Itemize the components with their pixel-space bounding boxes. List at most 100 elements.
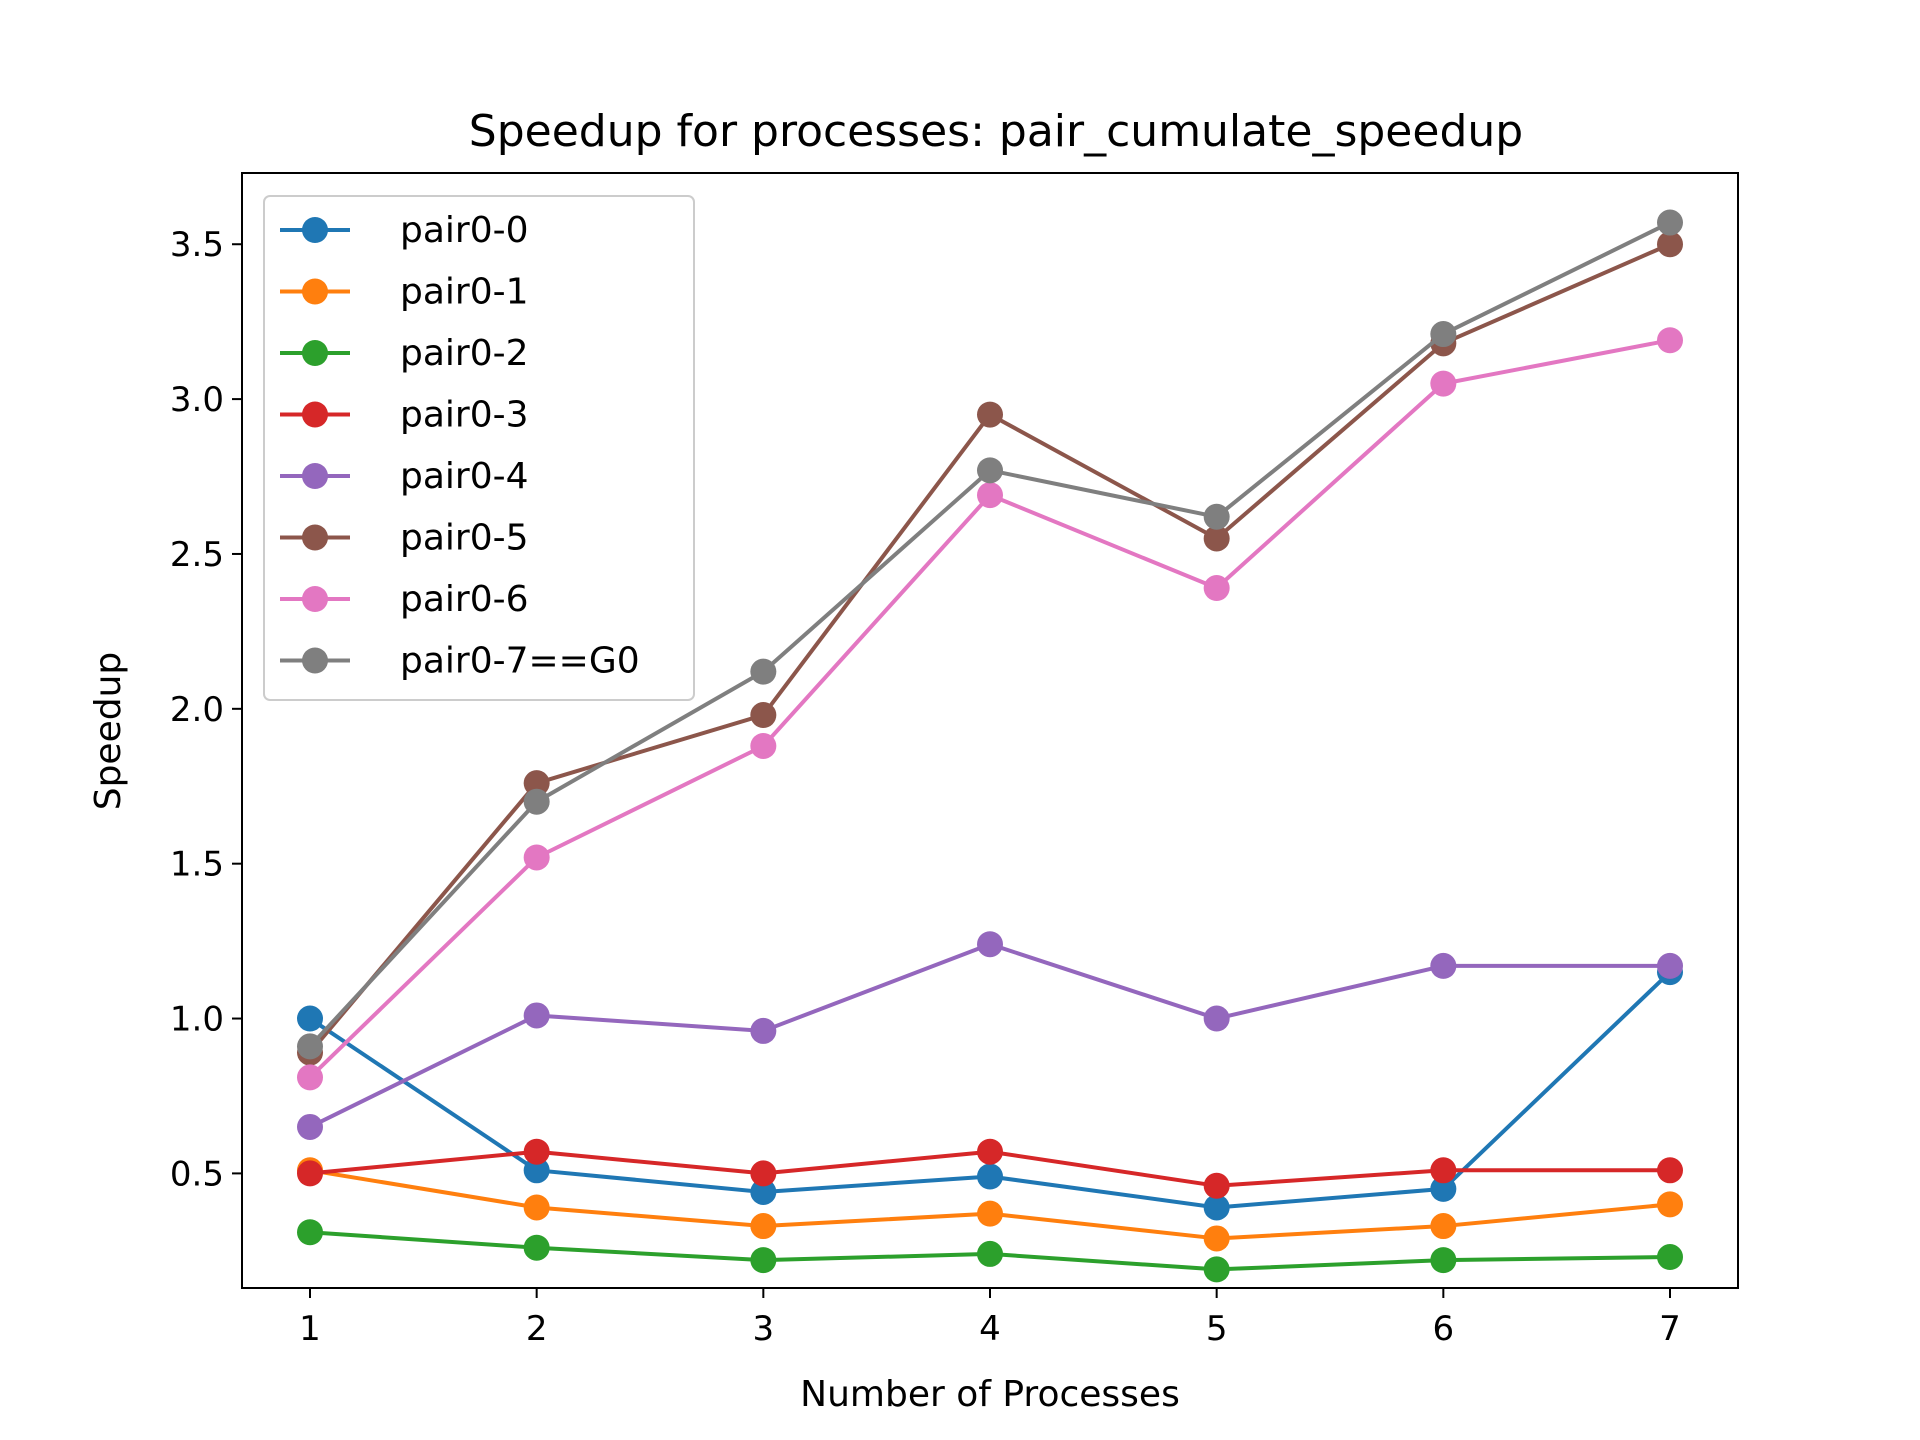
legend-entry: pair0-6 xyxy=(280,579,529,620)
data-point xyxy=(523,770,550,797)
series-pair0-4 xyxy=(297,931,1683,1140)
data-point xyxy=(523,844,550,871)
data-point xyxy=(1203,1172,1230,1199)
data-point xyxy=(1430,1213,1457,1240)
y-tick-label: 1.0 xyxy=(170,1000,224,1040)
plot-frame xyxy=(241,172,1739,1289)
data-point xyxy=(523,1234,550,1261)
data-point xyxy=(297,1033,323,1060)
x-tick-label: 5 xyxy=(1206,1309,1228,1349)
legend-label: pair0-6 xyxy=(400,579,529,620)
legend-entry: pair0-0 xyxy=(280,210,529,251)
legend-label: pair0-2 xyxy=(400,333,529,374)
data-point xyxy=(977,1240,1003,1267)
data-point xyxy=(977,1138,1003,1165)
x-tick-label: 1 xyxy=(299,1309,321,1349)
series-pair0-3 xyxy=(297,1138,1683,1199)
data-point xyxy=(977,1200,1003,1227)
legend-marker xyxy=(302,524,328,551)
chart-title: Speedup for processes: pair_cumulate_spe… xyxy=(469,106,1523,157)
data-point xyxy=(1657,1191,1683,1218)
data-point xyxy=(523,1194,550,1221)
data-point xyxy=(1430,952,1457,979)
data-point xyxy=(977,457,1003,484)
data-point xyxy=(750,1160,777,1187)
legend-label: pair0-0 xyxy=(400,210,529,251)
data-point xyxy=(1203,1005,1230,1032)
series-pair0-6 xyxy=(297,327,1683,1091)
data-point xyxy=(750,658,777,685)
series-pair0-7==G0 xyxy=(297,209,1683,1060)
legend-entry: pair0-5 xyxy=(280,518,529,559)
legend-marker xyxy=(302,586,328,612)
data-point xyxy=(523,1002,550,1029)
legend-entry: pair0-1 xyxy=(280,272,529,313)
data-point xyxy=(523,1157,550,1184)
data-point xyxy=(1430,1175,1457,1202)
legend-box xyxy=(263,195,695,701)
legend-marker xyxy=(302,401,328,428)
data-point xyxy=(750,1213,777,1240)
data-point xyxy=(1430,321,1457,348)
data-point xyxy=(523,1138,550,1165)
data-point xyxy=(297,1005,323,1032)
data-point xyxy=(977,482,1003,509)
data-point xyxy=(1657,231,1683,258)
legend-label: pair0-1 xyxy=(400,272,529,313)
data-point xyxy=(1203,1194,1230,1221)
series-layer xyxy=(297,209,1683,1283)
data-point xyxy=(1430,1157,1457,1184)
data-point xyxy=(977,401,1003,428)
data-point xyxy=(750,1017,777,1044)
legend-marker xyxy=(302,463,328,489)
legend-label: pair0-7==G0 xyxy=(400,641,640,682)
data-point xyxy=(1203,575,1230,602)
legend-marker xyxy=(302,647,328,674)
data-point xyxy=(1203,1256,1230,1283)
legend: pair0-0 pair0-1 pair0-2 pair0-3 pair0-4 pair0… xyxy=(263,195,695,701)
x-axis: 1 2 3 4 5 6 7 xyxy=(299,1288,1681,1349)
data-point xyxy=(297,1064,323,1091)
legend-label: pair0-3 xyxy=(400,395,529,436)
data-point xyxy=(1203,1225,1230,1252)
data-point xyxy=(1430,370,1457,397)
data-point xyxy=(977,931,1003,958)
data-point xyxy=(297,1219,323,1246)
legend-marker xyxy=(302,217,328,243)
legend-label: pair0-4 xyxy=(400,456,529,497)
data-point xyxy=(297,1113,323,1140)
legend-entry: pair0-3 xyxy=(280,395,529,436)
legend-label: pair0-5 xyxy=(400,518,529,559)
data-point xyxy=(1657,952,1683,979)
data-point xyxy=(977,1163,1003,1190)
legend-entry: pair0-7==G0 xyxy=(280,641,640,682)
x-tick-label: 2 xyxy=(526,1309,548,1349)
y-tick-label: 1.5 xyxy=(170,845,224,885)
x-tick-label: 3 xyxy=(753,1309,775,1349)
x-tick-label: 7 xyxy=(1659,1309,1681,1349)
data-point xyxy=(1657,1157,1683,1184)
legend-entry: pair0-4 xyxy=(280,456,529,497)
x-tick-label: 6 xyxy=(1433,1309,1455,1349)
data-point xyxy=(1203,503,1230,530)
legend-entry: pair0-2 xyxy=(280,333,529,374)
y-tick-label: 3.0 xyxy=(170,380,224,420)
data-point xyxy=(750,732,777,759)
legend-marker xyxy=(302,278,328,305)
series-pair0-1 xyxy=(297,1157,1683,1252)
y-axis-label: Speedup xyxy=(88,652,129,811)
legend-marker xyxy=(302,340,328,366)
data-point xyxy=(750,1247,777,1274)
y-tick-label: 0.5 xyxy=(170,1154,224,1194)
y-axis: 0.5 1.0 1.5 2.0 2.5 3.0 3.5 xyxy=(170,225,242,1194)
y-tick-label: 3.5 xyxy=(170,225,224,265)
data-point xyxy=(1657,327,1683,354)
data-point xyxy=(1657,1244,1683,1271)
y-tick-label: 2.0 xyxy=(170,690,224,730)
data-point xyxy=(523,788,550,815)
data-point xyxy=(1430,1247,1457,1274)
data-point xyxy=(297,1160,323,1187)
x-tick-label: 4 xyxy=(979,1309,1001,1349)
x-axis-label: Number of Processes xyxy=(800,1374,1180,1415)
